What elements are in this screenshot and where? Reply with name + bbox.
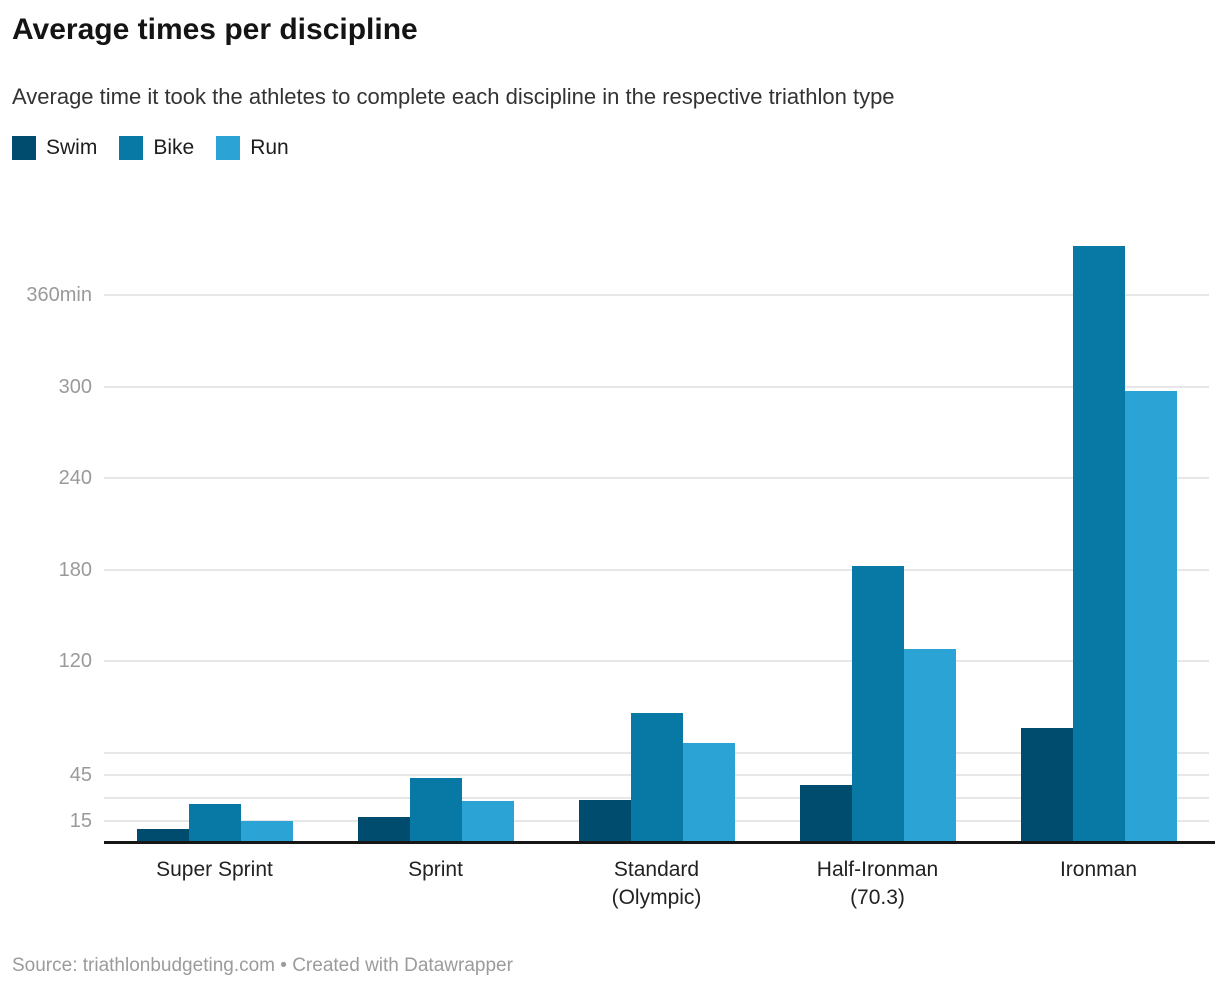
chart-title: Average times per discipline — [12, 13, 418, 46]
y-axis-tick-label-180: 180 — [58, 558, 92, 581]
legend-label-run: Run — [250, 136, 289, 159]
bar-bike-sprint[interactable] — [409, 778, 462, 844]
bar-bike-ironman[interactable] — [1072, 246, 1125, 844]
gridline-120 — [104, 660, 1209, 662]
legend-swatch-swim — [12, 136, 36, 160]
bar-bike-half-ironman[interactable] — [851, 566, 904, 844]
legend-label-swim: Swim — [46, 136, 98, 159]
x-axis-category-label-half-ironman: Half-Ironman (70.3) — [816, 858, 939, 909]
legend-label-bike: Bike — [153, 136, 195, 159]
bar-swim-half-ironman[interactable] — [799, 784, 852, 844]
legend-item-bike: Bike — [119, 136, 194, 160]
y-axis-tick-label-45: 45 — [69, 764, 92, 787]
legend-item-run: Run — [216, 136, 289, 160]
x-axis-category-label-standard: Standard (Olympic) — [611, 858, 702, 909]
gridline-300 — [104, 385, 1209, 388]
y-axis-tick-label-15: 15 — [69, 810, 92, 833]
bar-bike-super-sprint[interactable] — [188, 804, 241, 844]
y-axis-tick-label-120: 120 — [58, 650, 92, 672]
gridline-240 — [104, 477, 1209, 479]
bar-run-ironman[interactable] — [1124, 391, 1177, 844]
gridline-360 — [104, 294, 1209, 296]
chart-subtitle: Average time it took the athletes to com… — [12, 84, 895, 109]
x-axis-category-label-super-sprint: Super Sprint — [156, 858, 273, 881]
legend-swatch-bike — [119, 136, 144, 160]
source-footer: Source: triathlonbudgeting.com • Created… — [12, 955, 513, 976]
bar-run-standard[interactable] — [682, 743, 735, 844]
x-axis-category-label-ironman: Ironman — [1059, 858, 1138, 881]
x-axis-category-label-sprint: Sprint — [408, 858, 463, 881]
x-axis-baseline — [104, 841, 1215, 844]
gridline-180 — [104, 568, 1209, 571]
y-axis-tick-label-240: 240 — [58, 467, 92, 489]
bar-swim-super-sprint[interactable] — [136, 828, 189, 844]
bar-bike-standard[interactable] — [630, 712, 683, 844]
bar-run-sprint[interactable] — [461, 801, 514, 844]
bar-run-half-ironman[interactable] — [903, 648, 956, 844]
legend: Swim Bike Run — [12, 136, 289, 160]
y-axis-tick-label-300: 300 — [58, 375, 92, 398]
legend-item-swim: Swim — [12, 136, 97, 160]
bar-swim-ironman[interactable] — [1020, 728, 1073, 844]
y-axis-tick-label-360: 360min — [26, 284, 92, 306]
legend-swatch-run — [216, 136, 241, 160]
bar-run-super-sprint[interactable] — [240, 821, 293, 844]
bar-swim-standard[interactable] — [578, 799, 631, 844]
bar-swim-sprint[interactable] — [357, 816, 410, 844]
